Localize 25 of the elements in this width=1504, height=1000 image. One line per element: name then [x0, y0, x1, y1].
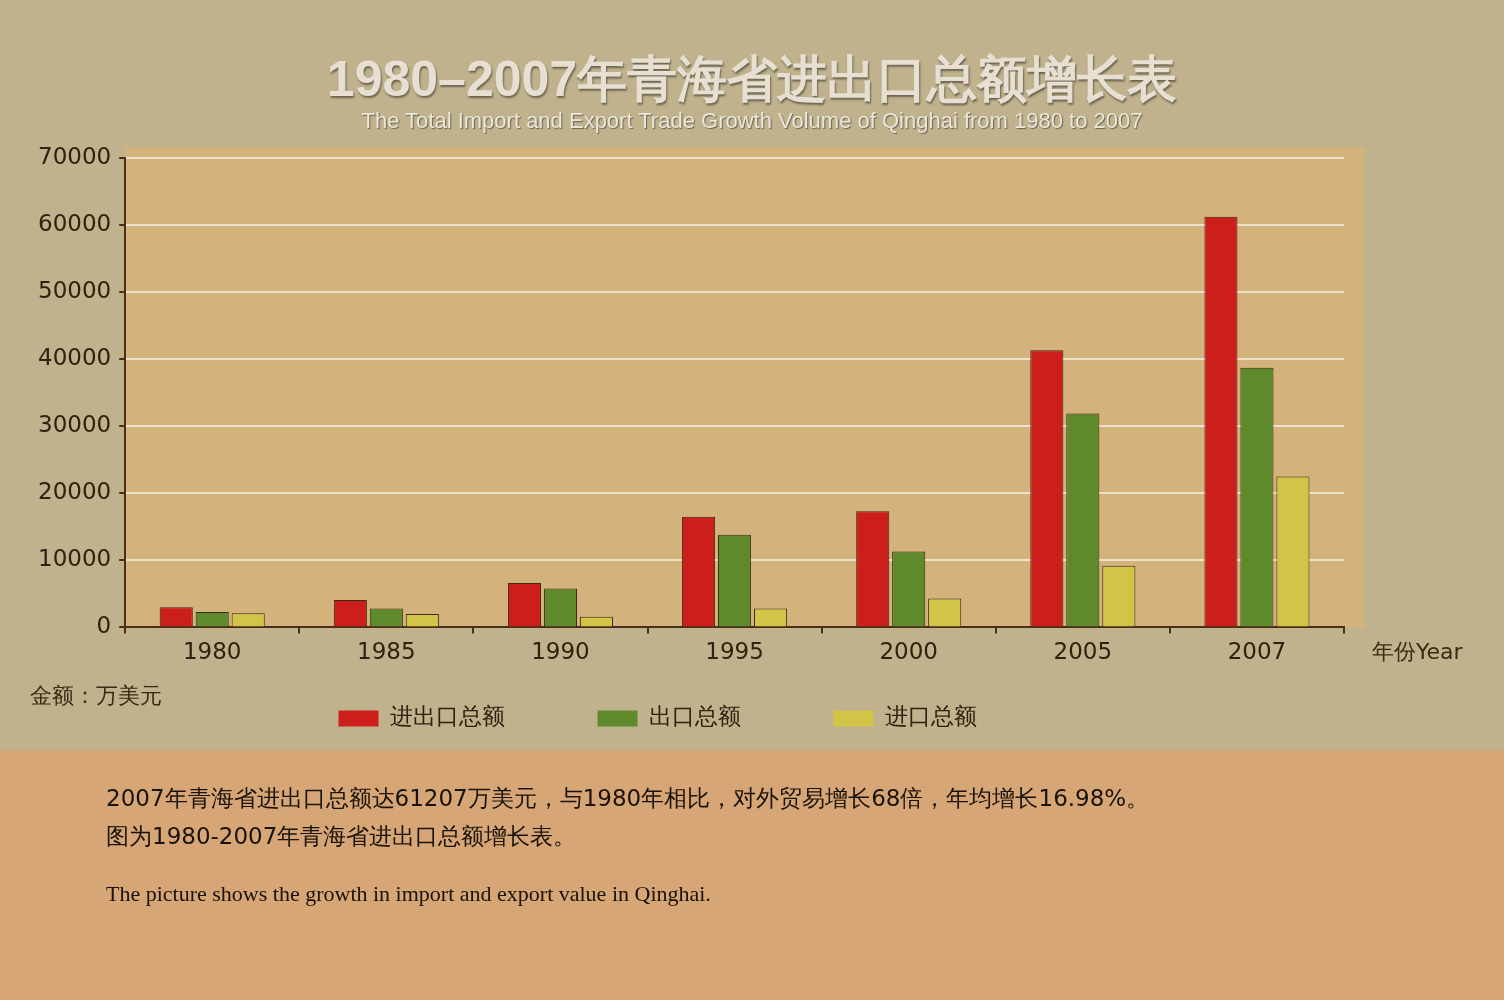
- y-tick-label: 60000: [37, 209, 112, 236]
- text: 2007年青海省进出口总额达61207万美元，与1980年相比，对外贸易增长68倍，年均增长16.98%。: [106, 784, 1151, 813]
- x-axis-title: 年份Year: [1372, 639, 1464, 665]
- x-tick-label: 2005: [1053, 638, 1113, 665]
- y-tick-label: 70000: [37, 142, 112, 169]
- text: The picture shows the growth in import and export value in Qinghai.: [106, 880, 712, 908]
- y-axis-title: 金额：万美元: [30, 682, 162, 708]
- x-tick-label: 1995: [705, 638, 764, 665]
- y-tick-label: 20000: [37, 478, 112, 505]
- x-tick-label: 2000: [879, 638, 938, 665]
- y-tick-label: 30000: [37, 411, 112, 438]
- text: 图为1980-2007年青海省进出口总额增长表。: [106, 822, 578, 851]
- x-tick-label: 2007: [1227, 638, 1287, 665]
- y-tick-label: 50000: [37, 276, 112, 303]
- x-tick-label: 1980: [182, 638, 242, 665]
- chart-subtitle: The Total Import and Export Trade Growth Volume of Qinghai from 1980 to 2007: [360, 108, 1144, 134]
- legend-label: 进口总额: [884, 703, 1036, 730]
- x-tick-label: 1985: [357, 638, 416, 665]
- legend-label: 出口总额: [649, 703, 800, 730]
- y-tick-label: 40000: [37, 344, 112, 371]
- y-tick-label: 10000: [37, 545, 112, 572]
- y-tick-label: 0: [96, 612, 112, 639]
- legend-label: 进出口总额: [390, 703, 564, 730]
- x-tick-label: 1990: [531, 638, 590, 665]
- chart-title: 1980–2007年青海省进出口总额增长表: [325, 50, 1179, 108]
